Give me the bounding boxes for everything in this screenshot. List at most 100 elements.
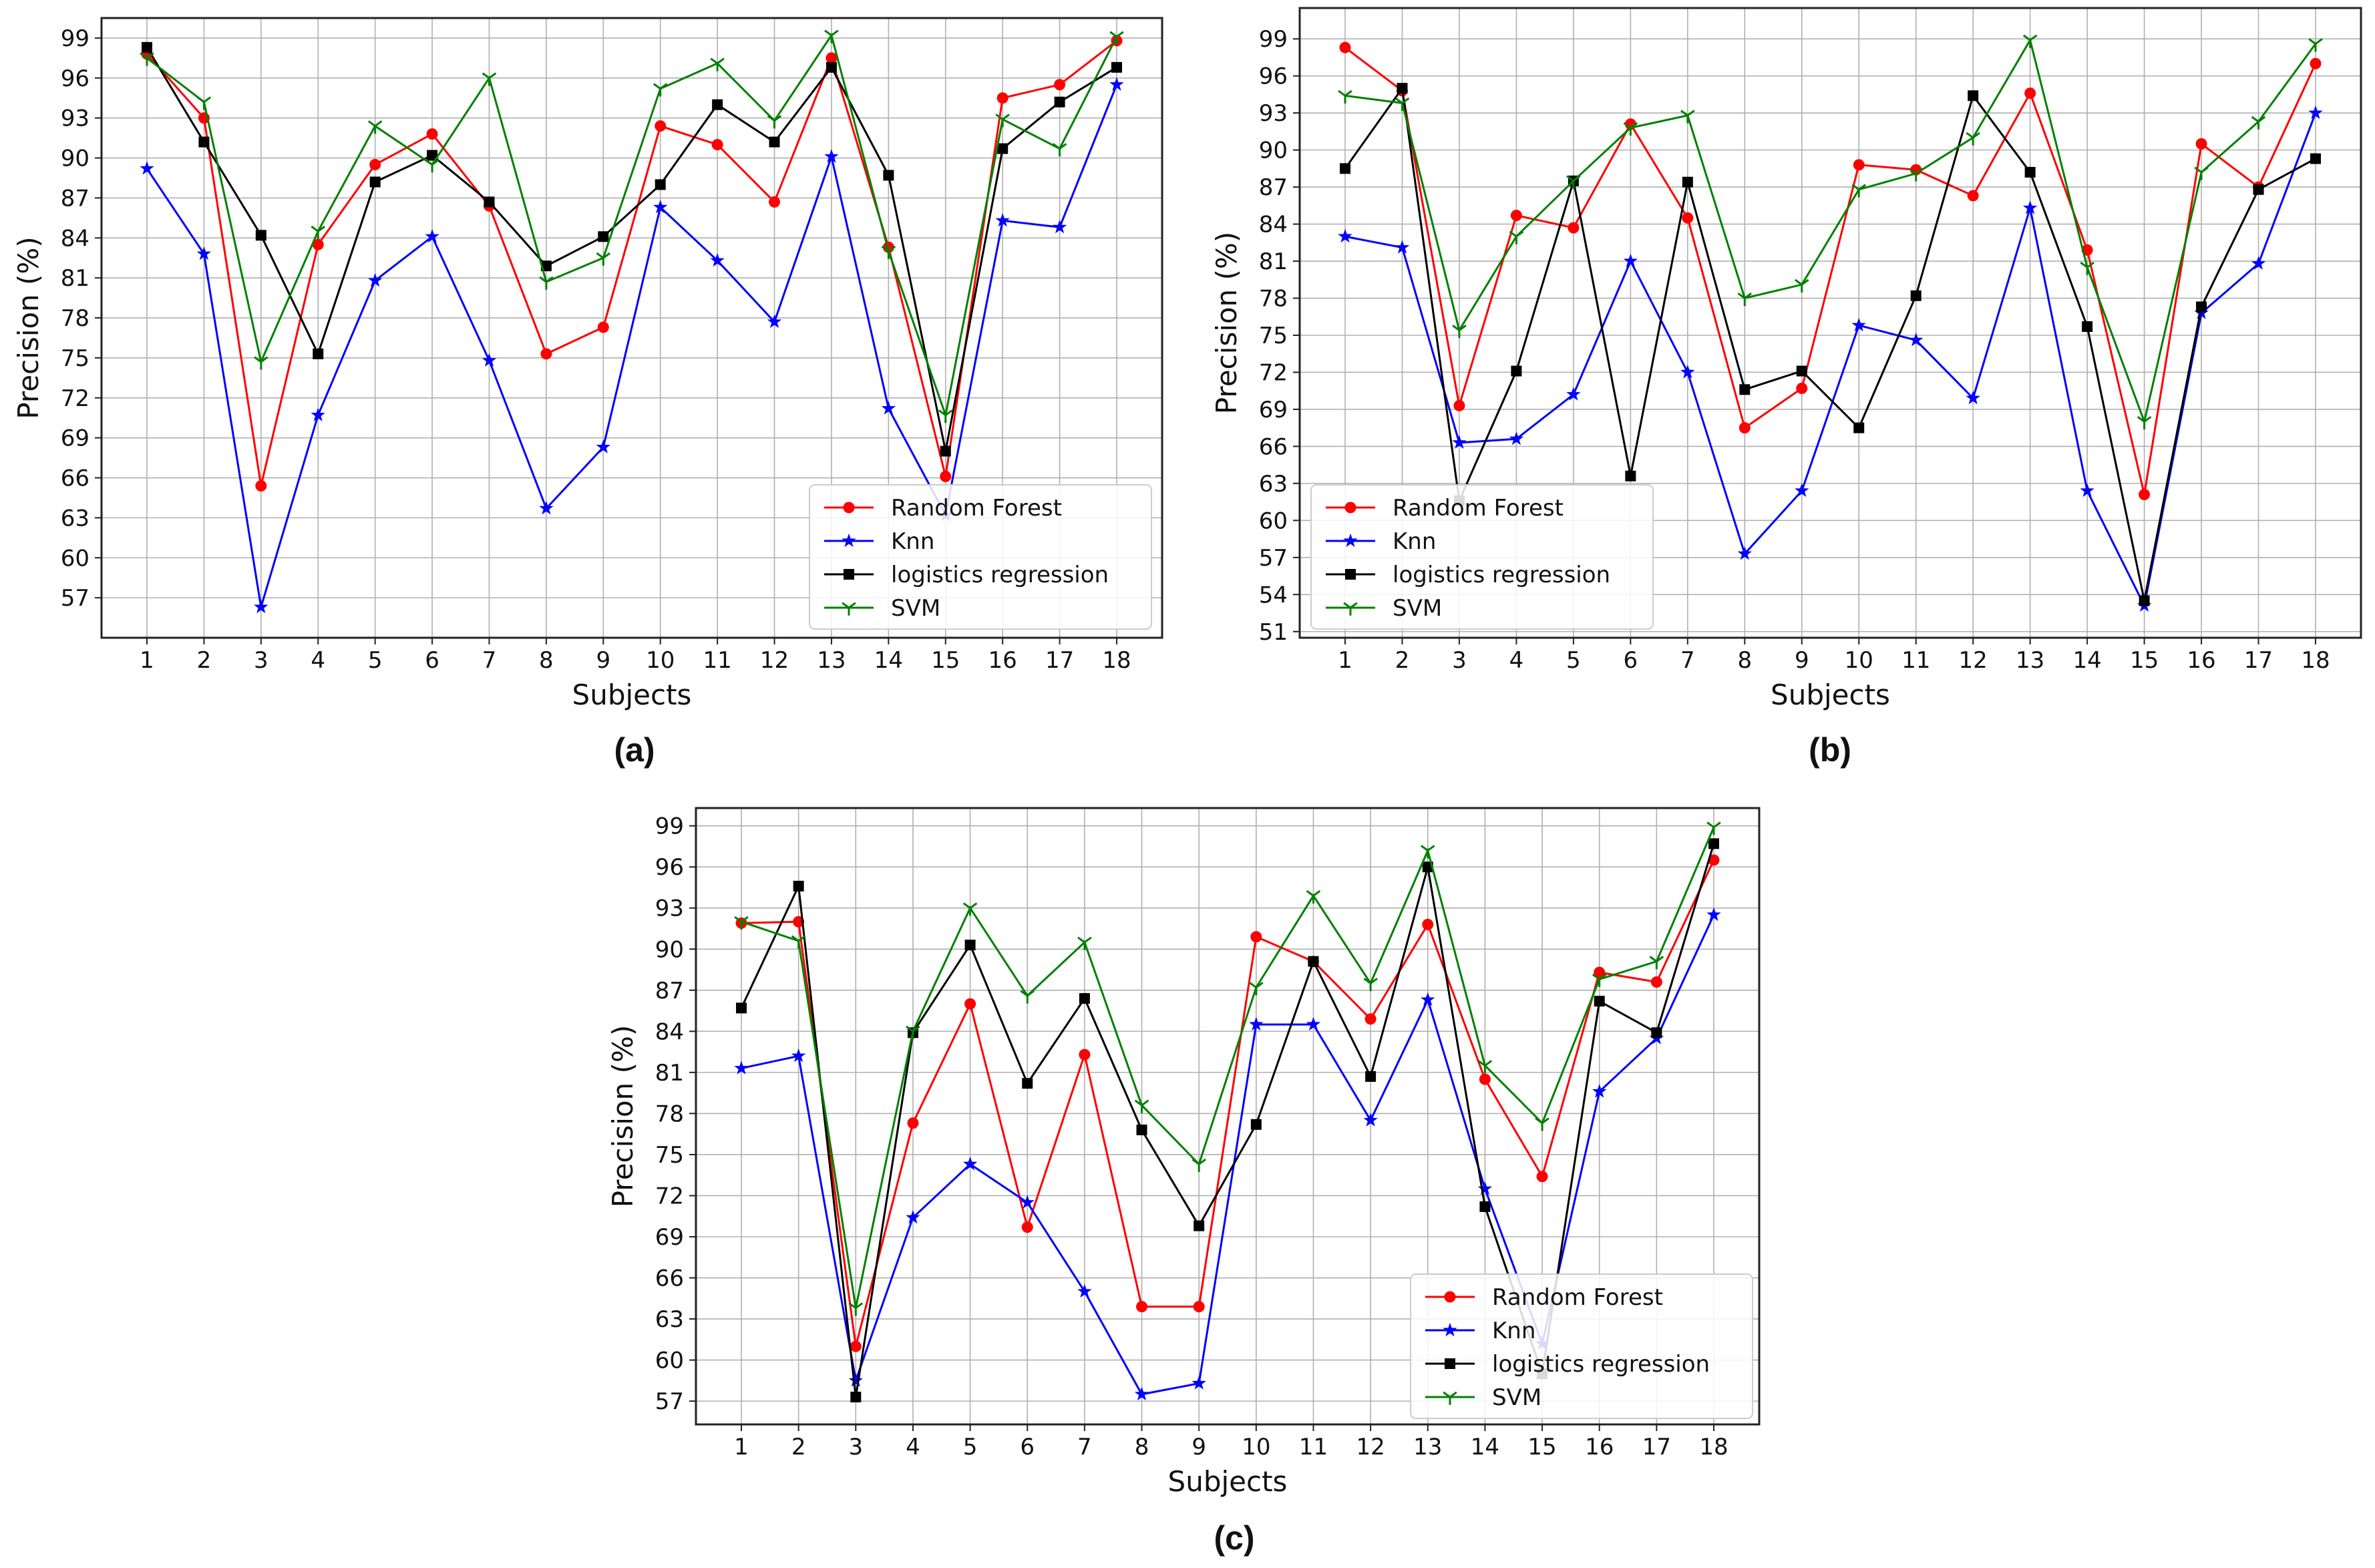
x-tick-label: 15 bbox=[2130, 647, 2159, 674]
series-3-point-2 bbox=[793, 880, 804, 892]
series-1-point-6 bbox=[426, 128, 438, 140]
series-2-point-14 bbox=[881, 401, 896, 415]
y-tick-label: 87 bbox=[655, 978, 684, 1004]
x-tick-label: 4 bbox=[906, 1434, 920, 1460]
series-2-point-18 bbox=[2308, 105, 2323, 120]
y-tick-label: 66 bbox=[655, 1265, 684, 1292]
panel-label: (c) bbox=[1214, 1519, 1254, 1557]
series-1-point-8 bbox=[540, 348, 552, 360]
series-4-point-15 bbox=[938, 409, 953, 423]
series-4-point-10 bbox=[653, 83, 668, 97]
series-1-point-14 bbox=[1479, 1073, 1491, 1085]
y-tick-label: 93 bbox=[1259, 100, 1288, 127]
series-2-point-13 bbox=[824, 149, 839, 163]
series-3-point-3 bbox=[850, 1391, 862, 1402]
series-1-point-4 bbox=[1510, 210, 1522, 222]
series-line bbox=[1344, 37, 2317, 425]
series-4-point-10 bbox=[1249, 982, 1264, 996]
series-2-point-11 bbox=[1909, 333, 1924, 347]
series-1-point-8 bbox=[1136, 1301, 1148, 1313]
series-1-point-15 bbox=[940, 471, 952, 483]
series-2-point-14 bbox=[1477, 1181, 1493, 1195]
x-tick-label: 9 bbox=[596, 647, 610, 674]
series-2-point-1 bbox=[1338, 228, 1352, 243]
series-1-point-4 bbox=[312, 238, 324, 250]
series-2-point-5 bbox=[962, 1157, 978, 1171]
x-tick-label: 16 bbox=[1585, 1434, 1614, 1460]
y-tick-label: 87 bbox=[1259, 174, 1288, 201]
series-3-point-15 bbox=[2139, 595, 2150, 606]
x-tick-label: 6 bbox=[1020, 1434, 1035, 1460]
y-tick-label: 81 bbox=[655, 1060, 684, 1087]
x-tick-label: 13 bbox=[817, 647, 846, 674]
y-tick-label: 90 bbox=[61, 146, 89, 172]
series-2-point-17 bbox=[1052, 220, 1067, 234]
legend-entry: Knn bbox=[891, 528, 934, 555]
x-tick-label: 6 bbox=[425, 647, 439, 674]
legend-entry: SVM bbox=[1492, 1384, 1541, 1411]
series-1-point-9 bbox=[1193, 1301, 1205, 1313]
series-4-point-0 bbox=[1443, 1391, 1457, 1405]
x-tick-label: 1 bbox=[1338, 647, 1352, 674]
series-4-point-3 bbox=[254, 356, 268, 370]
y-tick-label: 84 bbox=[655, 1018, 684, 1045]
x-tick-label: 7 bbox=[1680, 647, 1695, 674]
x-tick-label: 17 bbox=[1642, 1434, 1671, 1460]
series-2-point-7 bbox=[1077, 1284, 1092, 1298]
y-tick-label: 96 bbox=[61, 65, 89, 92]
series-2-point-16 bbox=[1592, 1084, 1607, 1098]
series-3-point-8 bbox=[1136, 1125, 1147, 1136]
x-tick-label: 8 bbox=[1135, 1434, 1149, 1460]
series-2-point-2 bbox=[196, 246, 212, 260]
x-tick-label: 5 bbox=[368, 647, 383, 674]
series-3-point-5 bbox=[964, 940, 976, 951]
x-axis-label: Subjects bbox=[1168, 1465, 1288, 1498]
series-1-point-1 bbox=[1339, 41, 1351, 53]
series-3-point-18 bbox=[2310, 153, 2321, 164]
x-tick-label: 7 bbox=[482, 647, 497, 674]
legend-box bbox=[1410, 1273, 1753, 1419]
series-4-point-18 bbox=[2308, 38, 2323, 52]
series-3-point-16 bbox=[2196, 301, 2207, 313]
y-tick-label: 72 bbox=[1259, 359, 1288, 386]
series-line bbox=[146, 39, 1117, 486]
y-tick-label: 69 bbox=[655, 1224, 684, 1251]
x-tick-label: 3 bbox=[848, 1434, 863, 1460]
series-4-point-11 bbox=[710, 57, 725, 71]
series-3-point-17 bbox=[1651, 1027, 1662, 1038]
series-1-point-10 bbox=[1250, 931, 1262, 943]
series-3-point-0 bbox=[844, 569, 854, 580]
series-2-point-7 bbox=[482, 353, 497, 367]
series-3-point-12 bbox=[769, 136, 780, 148]
series-4-point-12 bbox=[1363, 978, 1378, 992]
series-1-point-16 bbox=[996, 92, 1009, 104]
x-tick-label: 9 bbox=[1795, 647, 1809, 674]
series-2-point-5 bbox=[1566, 387, 1581, 401]
y-tick-label: 96 bbox=[655, 854, 684, 881]
series-1-point-12 bbox=[1364, 1013, 1377, 1025]
x-tick-label: 10 bbox=[1845, 647, 1873, 674]
y-tick-label: 66 bbox=[1259, 433, 1288, 460]
y-tick-label: 60 bbox=[61, 545, 89, 572]
series-1-point-6 bbox=[1021, 1221, 1033, 1233]
x-tick-label: 1 bbox=[140, 647, 154, 674]
y-axis-label: Precision (%) bbox=[12, 236, 45, 419]
series-2-point-12 bbox=[1363, 1113, 1378, 1127]
y-tick-label: 72 bbox=[61, 385, 89, 412]
series-3-point-16 bbox=[997, 143, 1009, 154]
x-tick-label: 10 bbox=[1242, 1434, 1270, 1460]
series-4-point-8 bbox=[1737, 292, 1753, 307]
series-2-point-4 bbox=[311, 407, 325, 421]
legend-entry: Random Forest bbox=[1393, 495, 1564, 522]
series-1-point-7 bbox=[1079, 1048, 1091, 1060]
series-2-point-8 bbox=[1134, 1386, 1149, 1400]
series-3-point-17 bbox=[2253, 184, 2264, 195]
series-4-point-17 bbox=[1052, 143, 1067, 157]
legend-box bbox=[1310, 484, 1654, 630]
series-4-point-15 bbox=[2137, 416, 2152, 430]
series-2-point-12 bbox=[767, 314, 782, 329]
series-3-point-2 bbox=[1397, 83, 1408, 94]
x-tick-label: 9 bbox=[1192, 1434, 1206, 1460]
x-tick-label: 18 bbox=[1699, 1434, 1728, 1460]
series-3-point-4 bbox=[1511, 365, 1522, 377]
